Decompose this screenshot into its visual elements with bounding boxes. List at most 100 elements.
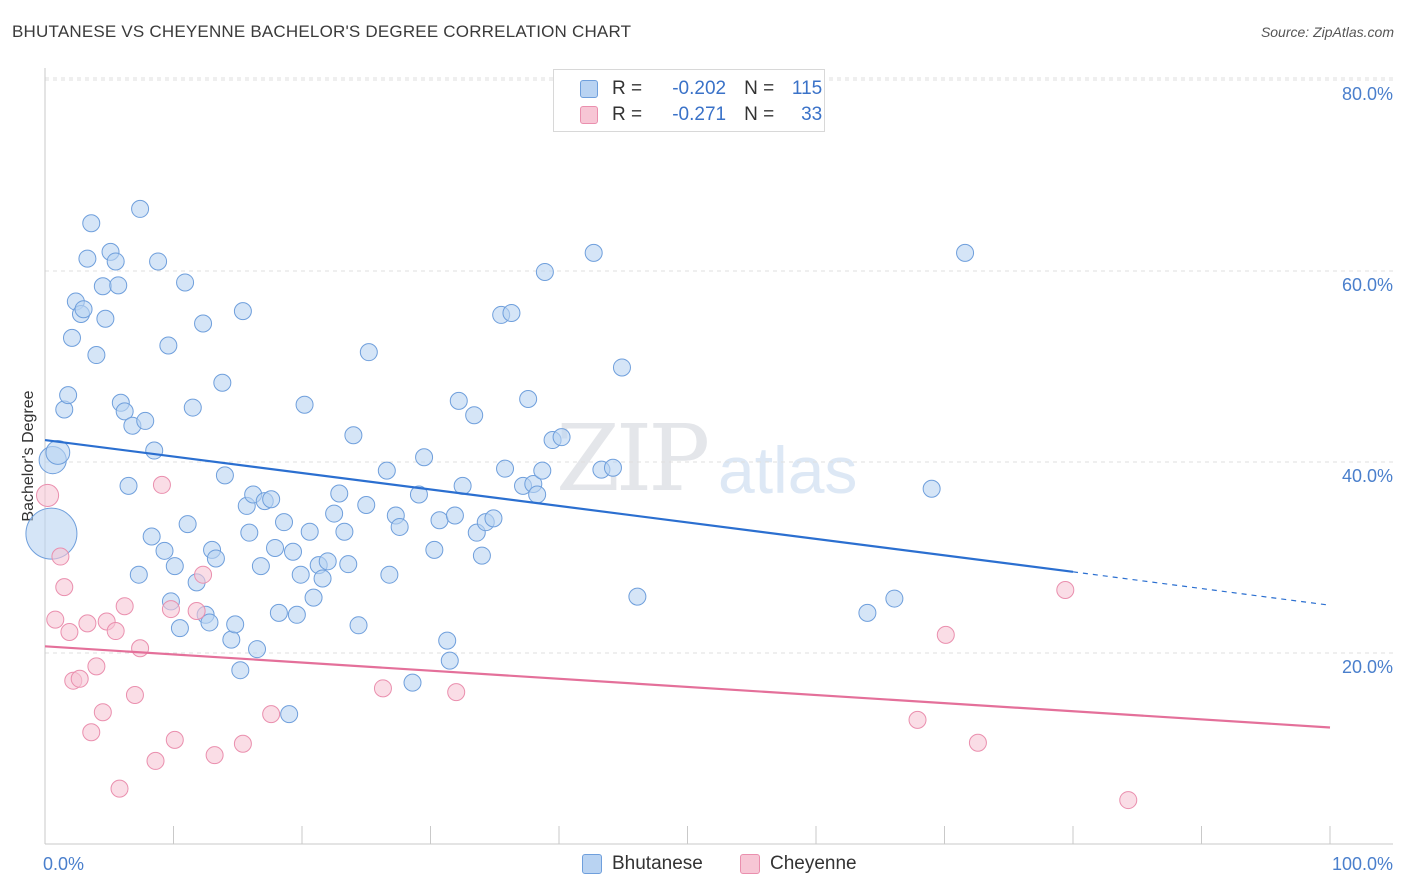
correlation-legend: R = -0.202 N = 115 R = -0.271 N = 33 (553, 69, 825, 132)
bhutanese-trend-extension (1072, 571, 1331, 606)
bhutanese-point (262, 490, 281, 509)
bhutanese-point (465, 406, 484, 425)
cheyenne-point (93, 703, 112, 722)
bhutanese-point (484, 509, 503, 528)
bhutanese-point (533, 461, 552, 480)
bhutanese-point (430, 511, 449, 530)
bottom-legend-swatch-bhutanese (582, 854, 602, 874)
bhutanese-point (131, 199, 150, 218)
cheyenne-point (194, 565, 213, 584)
cheyenne-point (115, 597, 134, 616)
watermark-zip: ZIP (556, 405, 710, 512)
bhutanese-point (440, 651, 459, 670)
chart-title: BHUTANESE VS CHEYENNE BACHELOR'S DEGREE … (12, 22, 632, 41)
bhutanese-point (176, 273, 195, 292)
legend-n-value: 115 (791, 78, 823, 99)
cheyenne-point (936, 625, 955, 644)
bhutanese-point (251, 557, 270, 576)
bhutanese-point (349, 616, 368, 635)
bhutanese-point (115, 402, 134, 421)
points-layer (25, 199, 1138, 810)
bhutanese-point (93, 277, 112, 296)
bhutanese-point (496, 459, 515, 478)
bhutanese-trend-line (44, 438, 1074, 573)
bhutanese-point (275, 513, 294, 532)
bhutanese-point (472, 546, 491, 565)
bhutanese-point (325, 504, 344, 523)
legend-r-value: -0.202 (672, 78, 727, 99)
bhutanese-point (87, 346, 106, 365)
bhutanese-point (415, 448, 434, 467)
bhutanese-point (284, 542, 303, 561)
cheyenne-point (131, 639, 150, 658)
cheyenne-trend-line (44, 645, 1331, 729)
cheyenne-point (373, 679, 392, 698)
bhutanese-point (183, 398, 202, 417)
bhutanese-point (200, 613, 219, 632)
bhutanese-point (291, 565, 310, 584)
bhutanese-point (359, 343, 378, 362)
bhutanese-point (304, 588, 323, 607)
bhutanese-point (380, 565, 399, 584)
cheyenne-point (262, 705, 281, 724)
bhutanese-point (155, 541, 174, 560)
bhutanese-point (438, 631, 457, 650)
cheyenne-point (205, 746, 224, 765)
bhutanese-point (45, 440, 71, 465)
bottom-legend-cheyenne: Cheyenne (740, 852, 857, 876)
cheyenne-point (447, 683, 466, 702)
bhutanese-point (584, 243, 603, 262)
bhutanese-point (226, 615, 245, 634)
watermark-atlas: atlas (718, 433, 858, 507)
bhutanese-point (62, 328, 81, 347)
legend-row-cheyenne: R = -0.271 N = 33 (580, 103, 822, 127)
bhutanese-point (300, 522, 319, 541)
bottom-legend-label-cheyenne: Cheyenne (770, 853, 857, 874)
y-tick-label: 20.0% (1342, 657, 1393, 677)
bhutanese-point (233, 302, 252, 321)
bhutanese-point (25, 507, 78, 560)
bhutanese-point (502, 304, 521, 323)
bhutanese-point (603, 458, 622, 477)
axis-layer (44, 68, 1393, 845)
legend-row-bhutanese: R = -0.202 N = 115 (580, 77, 822, 101)
bhutanese-point (109, 276, 128, 295)
cheyenne-point (46, 610, 65, 629)
bhutanese-point (165, 557, 184, 576)
bhutanese-point (206, 549, 225, 568)
bhutanese-point (344, 426, 363, 445)
x-tick-label: 0.0% (43, 854, 84, 874)
bhutanese-point (231, 661, 250, 680)
cheyenne-point (908, 710, 927, 729)
bhutanese-point (106, 252, 125, 271)
bhutanese-point (357, 495, 376, 514)
legend-swatch-bhutanese (580, 80, 598, 98)
cheyenne-point (125, 686, 144, 705)
cheyenne-point (161, 600, 180, 619)
bhutanese-point (248, 640, 267, 659)
bhutanese-point (885, 589, 904, 608)
bhutanese-point (612, 358, 631, 377)
cheyenne-point (1056, 580, 1075, 599)
cheyenne-point (70, 669, 89, 688)
cheyenne-point (60, 622, 79, 641)
bhutanese-point (145, 441, 164, 460)
bhutanese-point (96, 309, 115, 328)
bhutanese-point (215, 466, 234, 485)
cheyenne-point (187, 601, 206, 620)
bhutanese-point (318, 552, 337, 571)
bhutanese-point (287, 605, 306, 624)
bhutanese-point (149, 252, 168, 271)
cheyenne-point (1119, 791, 1138, 810)
bottom-legend-label-bhutanese: Bhutanese (612, 853, 703, 874)
bhutanese-point (119, 476, 138, 495)
bhutanese-point (330, 484, 349, 503)
bhutanese-point (194, 314, 213, 333)
cheyenne-point (165, 730, 184, 749)
bhutanese-point (129, 565, 148, 584)
tick-labels-layer: 20.0% 40.0% 60.0% 80.0% 0.0% 100.0% (43, 84, 1393, 874)
legend-n-value: 33 (801, 104, 823, 125)
cheyenne-point (36, 483, 60, 507)
trend-layer (44, 438, 1331, 729)
bhutanese-point (178, 515, 197, 534)
